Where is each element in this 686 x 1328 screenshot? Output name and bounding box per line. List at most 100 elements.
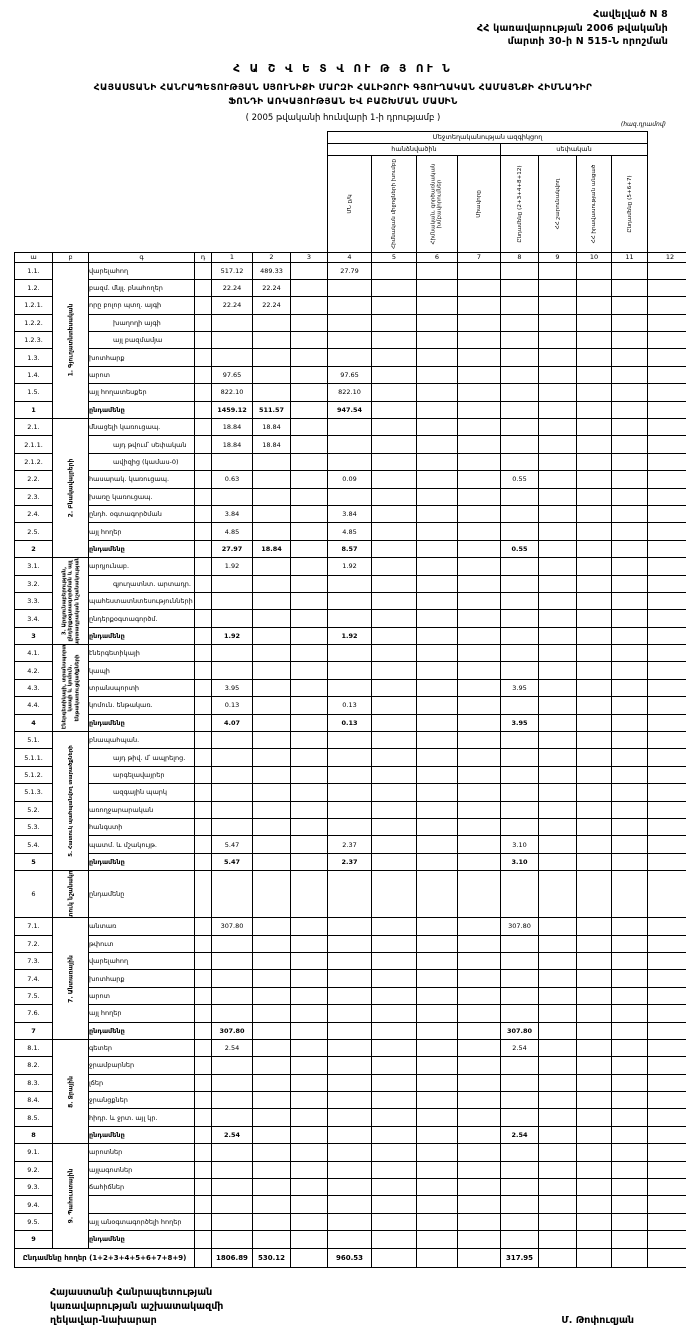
row-label: խաղողի այգի: [89, 314, 195, 331]
row-value-col11: [612, 970, 648, 987]
row-value-col12: [648, 523, 686, 540]
row-value-col10: [577, 575, 612, 592]
row-number: 5.4.: [15, 836, 53, 853]
row-value-col11: [612, 575, 648, 592]
row-value-col6: [417, 436, 458, 453]
row-value-col4: [328, 436, 372, 453]
row-value-col5: [372, 1126, 417, 1143]
row-unit: [195, 1022, 212, 1039]
row-value-col7: [458, 540, 501, 557]
row-value-col3: [291, 1196, 328, 1213]
row-value-col7: [458, 297, 501, 314]
row-value-col5: [372, 819, 417, 836]
row-value-col8: 307.80: [501, 918, 539, 935]
row-label: անտառ: [89, 918, 195, 935]
row-value-col4: [328, 1109, 372, 1126]
row-value-col8: 307.80: [501, 1022, 539, 1039]
row-value-col3: [291, 505, 328, 522]
row-value-col6: [417, 610, 458, 627]
row-value-col4: [328, 314, 372, 331]
row-value-col4: 4.85: [328, 523, 372, 540]
row-value-col7: [458, 436, 501, 453]
row-number: 7: [15, 1022, 53, 1039]
row-value-col8: 2.54: [501, 1126, 539, 1143]
row-number: 1.2.1.: [15, 297, 53, 314]
column-number-1: 1: [212, 252, 253, 262]
row-label: ջրանցքներ: [89, 1092, 195, 1109]
row-value-col3: [291, 662, 328, 679]
row-value-col1: 22.24: [212, 279, 253, 296]
row-value-col3: [291, 1126, 328, 1143]
row-value-col5: [372, 853, 417, 870]
row-unit: [195, 488, 212, 505]
row-value-col7: [458, 279, 501, 296]
row-value-col6: [417, 523, 458, 540]
row-value-col1: 307.80: [212, 1022, 253, 1039]
row-value-col10: [577, 714, 612, 731]
row-value-col5: [372, 453, 417, 470]
row-value-col3: [291, 1213, 328, 1230]
row-value-col9: [539, 1161, 577, 1178]
row-value-col11: [612, 401, 648, 418]
row-value-col8: [501, 662, 539, 679]
row-value-col5: [372, 540, 417, 557]
row-value-col3: [291, 1231, 328, 1248]
row-value-col8: [501, 419, 539, 436]
row-number: 1.4.: [15, 366, 53, 383]
row-number: 5.1.1.: [15, 749, 53, 766]
row-value-col1: 18.84: [212, 419, 253, 436]
row-value-col8: [501, 1213, 539, 1230]
row-unit: [195, 679, 212, 696]
row-value-col2: 489.33: [253, 262, 291, 279]
row-label: արոտներ: [89, 1144, 195, 1161]
row-number: 8.3.: [15, 1074, 53, 1091]
row-value-col7: [458, 314, 501, 331]
header-distributed-total: Ընդամենը (5+6+7): [612, 155, 648, 252]
row-unit: [195, 819, 212, 836]
row-value-col11: [612, 592, 648, 609]
row-value-col12: [648, 1057, 686, 1074]
row-group-label-g4: 4. Էներգետիկայի, տրանսպորտի, կապի և կոմո…: [53, 645, 89, 732]
row-value-col8: [501, 332, 539, 349]
row-value-col9: [539, 419, 577, 436]
row-value-col12: [648, 1074, 686, 1091]
row-value-col1: [212, 1144, 253, 1161]
row-value-col12: [648, 935, 686, 952]
row-number: 2: [15, 540, 53, 557]
row-label: այլ անօգտագործելի հողեր: [89, 1213, 195, 1230]
row-value-col9: [539, 970, 577, 987]
row-value-col3: [291, 1039, 328, 1056]
table-row: 7.5.արոտ: [15, 987, 686, 1004]
row-value-col8: [501, 1005, 539, 1022]
row-value-col9: [539, 714, 577, 731]
row-label: ընդհ. օգտագործման: [89, 505, 195, 522]
row-value-col12: [648, 1109, 686, 1126]
table-row: 1.3.խոտհարք: [15, 349, 686, 366]
document-subtitle-line-2: ՖՈՆԴԻ ԱՌԿԱՅՈՒԹՅԱՆ ԵՎ ԲԱՇԽՄԱՆ ՄԱՍԻՆ: [14, 96, 672, 108]
row-value-col9: [539, 1074, 577, 1091]
row-group-label-g8: 8. Ջրային: [53, 1039, 89, 1143]
row-value-col5: [372, 801, 417, 818]
row-value-col1: [212, 970, 253, 987]
table-row: 9.4.: [15, 1196, 686, 1213]
row-label: արոտ: [89, 987, 195, 1004]
row-value-col9: [539, 575, 577, 592]
row-label: ընդամենը: [89, 540, 195, 557]
row-value-col4: 947.54: [328, 401, 372, 418]
row-value-col10: [577, 749, 612, 766]
row-number: 2.2.: [15, 471, 53, 488]
row-value-col2: [253, 749, 291, 766]
row-value-col2: [253, 1213, 291, 1230]
row-value-col2: 22.24: [253, 279, 291, 296]
table-row: 3.4.ընդերքօգտագործմ.: [15, 610, 686, 627]
row-value-col3: [291, 1022, 328, 1039]
row-value-col9: [539, 314, 577, 331]
row-value-col6: [417, 401, 458, 418]
row-value-col11: [612, 987, 648, 1004]
row-value-col9: [539, 1231, 577, 1248]
row-value-col2: [253, 935, 291, 952]
row-label: գետեր: [89, 1039, 195, 1056]
row-value-col4: [328, 1231, 372, 1248]
